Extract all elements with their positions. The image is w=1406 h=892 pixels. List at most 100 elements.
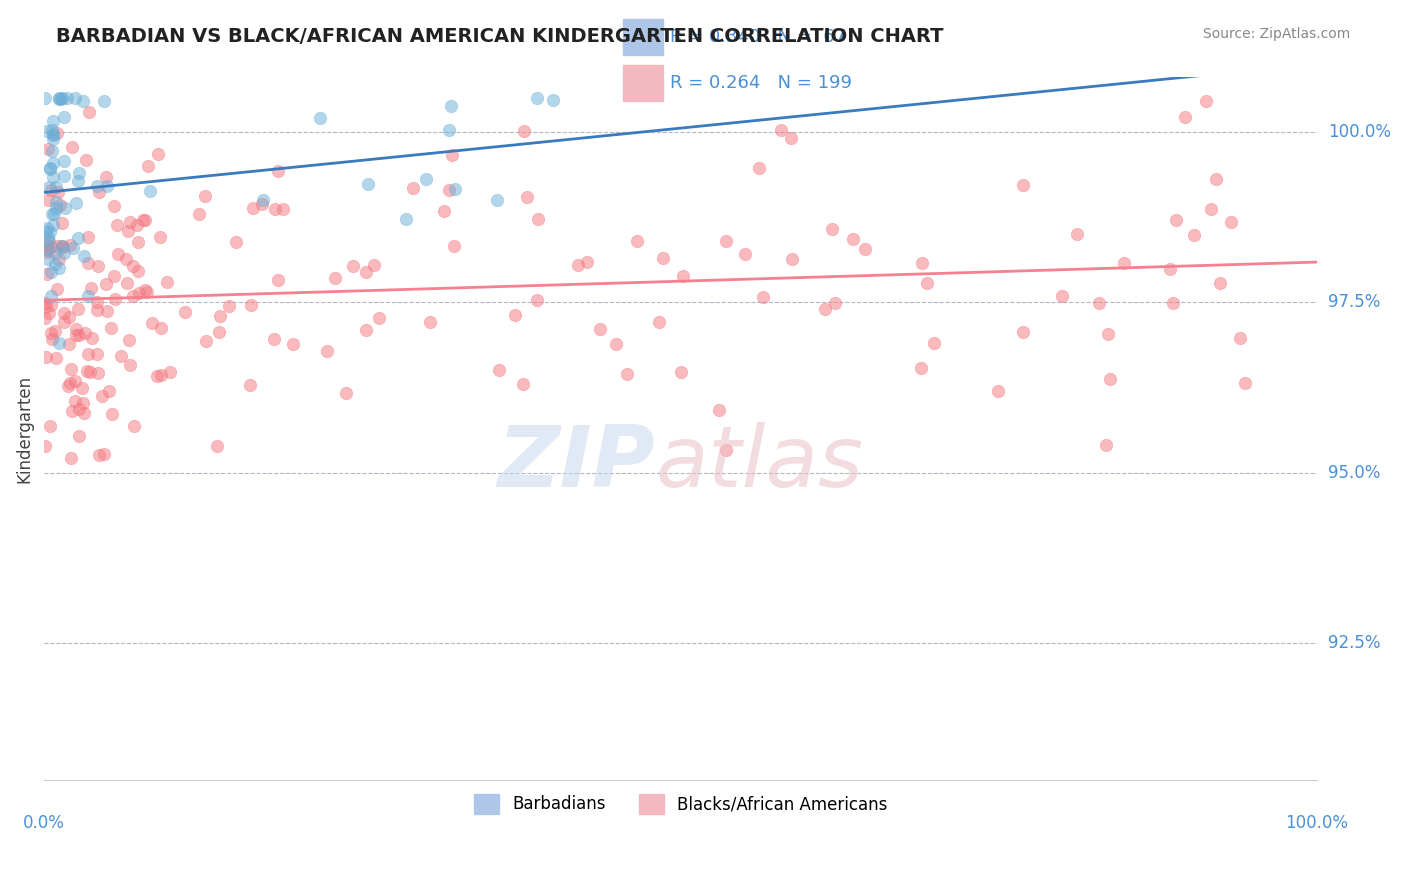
- Point: [34, 439, 56, 453]
- Point: [821, 222, 844, 236]
- Point: [51, 239, 73, 253]
- Point: [82, 330, 104, 344]
- Point: [440, 99, 463, 113]
- Point: [51, 216, 73, 230]
- Point: [209, 309, 232, 323]
- Point: [709, 402, 731, 417]
- Y-axis label: Kindergarten: Kindergarten: [15, 375, 32, 483]
- Point: [672, 269, 695, 284]
- Legend: Barbadians, Blacks/African Americans: Barbadians, Blacks/African Americans: [467, 787, 894, 821]
- Point: [42, 128, 65, 142]
- Point: [1199, 202, 1222, 216]
- Point: [58, 379, 80, 393]
- Point: [194, 188, 217, 202]
- Point: [41, 113, 63, 128]
- Point: [44, 245, 66, 260]
- Point: [86, 178, 108, 193]
- Point: [824, 296, 846, 310]
- Point: [34, 311, 56, 326]
- Point: [1066, 227, 1088, 242]
- Point: [159, 365, 181, 379]
- Point: [93, 94, 115, 108]
- Point: [37, 193, 59, 207]
- Point: [86, 347, 108, 361]
- Point: [367, 310, 389, 325]
- Point: [42, 155, 65, 169]
- Point: [146, 146, 169, 161]
- Point: [149, 321, 172, 335]
- Point: [122, 259, 145, 273]
- Point: [66, 301, 89, 316]
- Point: [87, 185, 110, 199]
- Point: [443, 239, 465, 253]
- Point: [356, 178, 378, 192]
- Point: [58, 336, 80, 351]
- Point: [122, 289, 145, 303]
- Point: [46, 185, 69, 199]
- Point: [134, 283, 156, 297]
- Point: [146, 368, 169, 383]
- Point: [567, 258, 589, 272]
- Point: [86, 303, 108, 318]
- Text: R = 0.340   N =  67: R = 0.340 N = 67: [671, 28, 846, 45]
- Point: [115, 276, 138, 290]
- Point: [34, 243, 56, 257]
- Point: [100, 321, 122, 335]
- Point: [242, 201, 264, 215]
- Point: [65, 195, 87, 210]
- Point: [48, 92, 70, 106]
- Point: [1095, 438, 1118, 452]
- Point: [45, 202, 67, 216]
- Point: [41, 144, 63, 158]
- Point: [127, 264, 149, 278]
- Point: [76, 364, 98, 378]
- Point: [38, 419, 60, 434]
- Point: [35, 238, 58, 252]
- Point: [342, 259, 364, 273]
- Point: [45, 127, 67, 141]
- Point: [79, 365, 101, 379]
- Point: [63, 91, 86, 105]
- Point: [38, 162, 60, 177]
- Point: [48, 261, 70, 276]
- Point: [73, 326, 96, 340]
- Point: [52, 154, 75, 169]
- Point: [1229, 330, 1251, 344]
- Point: [187, 207, 209, 221]
- Point: [77, 105, 100, 120]
- Point: [37, 243, 59, 257]
- Point: [505, 308, 527, 322]
- Point: [1173, 110, 1195, 124]
- Point: [37, 142, 59, 156]
- Point: [41, 218, 63, 232]
- Point: [46, 239, 69, 253]
- Point: [35, 301, 58, 315]
- Point: [842, 231, 865, 245]
- Point: [516, 189, 538, 203]
- Point: [354, 323, 377, 337]
- Point: [38, 179, 60, 194]
- Point: [252, 196, 274, 211]
- Point: [769, 122, 792, 136]
- Point: [53, 110, 76, 124]
- Point: [987, 384, 1010, 399]
- Point: [323, 271, 346, 285]
- Point: [41, 132, 63, 146]
- Point: [65, 327, 87, 342]
- Point: [41, 332, 63, 346]
- Point: [77, 230, 100, 244]
- Point: [267, 164, 290, 178]
- Point: [752, 289, 775, 303]
- Point: [443, 182, 465, 196]
- Point: [1205, 171, 1227, 186]
- Point: [45, 179, 67, 194]
- Point: [437, 122, 460, 136]
- Point: [34, 296, 56, 310]
- Point: [626, 234, 648, 248]
- Point: [35, 245, 58, 260]
- Point: [127, 235, 149, 250]
- Point: [103, 293, 125, 307]
- Point: [239, 378, 262, 392]
- Point: [780, 131, 803, 145]
- Point: [194, 334, 217, 349]
